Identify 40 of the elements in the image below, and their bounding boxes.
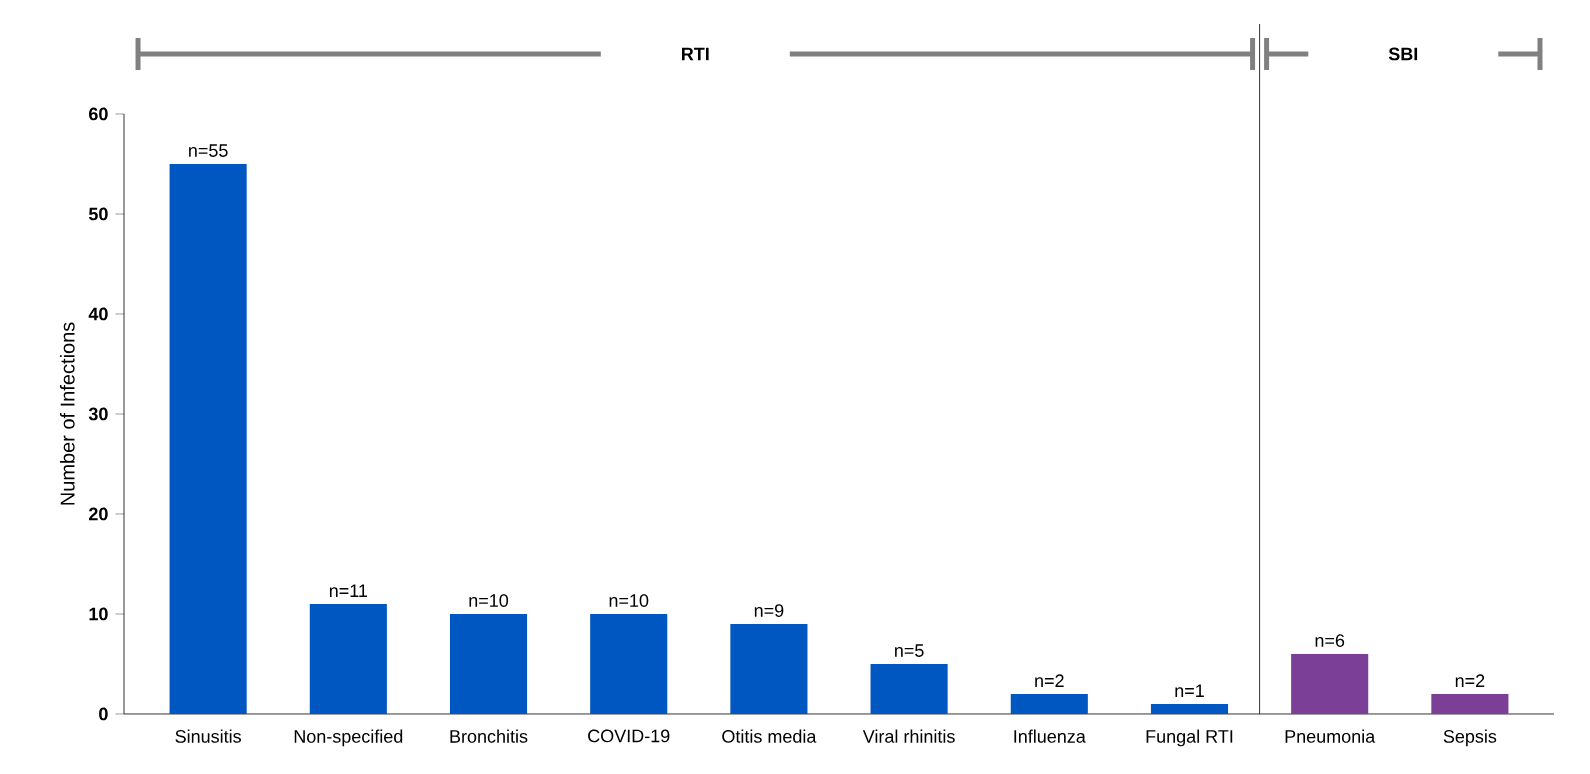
x-tick-label: Pneumonia xyxy=(1285,729,1376,743)
data-label: n=1 xyxy=(1175,684,1204,697)
x-tick-label: Viral rhinitis xyxy=(862,729,955,743)
data-label: n=55 xyxy=(189,144,228,157)
bar xyxy=(1010,693,1088,714)
data-label: n=6 xyxy=(1315,634,1345,647)
data-label: n=11 xyxy=(329,584,368,597)
y-tick-label: 20 xyxy=(89,507,108,521)
x-tick-label: Influenza xyxy=(1014,729,1086,743)
y-axis-title: Number of Infections xyxy=(59,322,75,505)
bar xyxy=(870,663,948,714)
x-tick-label: Bronchitis xyxy=(450,729,528,743)
bar xyxy=(1431,693,1509,714)
x-tick-label: Fungal RTI xyxy=(1146,729,1233,747)
y-tick-label: 0 xyxy=(99,707,108,721)
data-label: n=5 xyxy=(895,644,924,657)
bar xyxy=(1150,703,1229,714)
bar xyxy=(590,613,668,714)
y-tick-label: 10 xyxy=(89,607,108,621)
x-tick-label: Sinusitis xyxy=(175,729,241,743)
y-tick-label: 30 xyxy=(88,407,108,421)
data-label: n=2 xyxy=(1035,674,1064,687)
x-tick-label: COVID-19 xyxy=(588,729,670,743)
y-tick-label: 60 xyxy=(89,107,108,121)
text: SBI xyxy=(1388,47,1418,61)
x-tick-label: Non-specified xyxy=(294,729,403,747)
y-tick-label: 40 xyxy=(88,307,108,321)
text: RTI xyxy=(682,47,709,61)
data-label: n=10 xyxy=(609,594,649,607)
bar xyxy=(1291,653,1369,714)
bar xyxy=(169,163,247,714)
bar xyxy=(309,603,387,714)
y-tick-label: 50 xyxy=(88,207,108,221)
data-label: n=10 xyxy=(469,594,509,607)
x-tick-label: Otitis media xyxy=(722,729,817,743)
data-label: n=9 xyxy=(754,604,784,617)
x-tick-label: Sepsis xyxy=(1443,729,1497,747)
bar xyxy=(730,623,808,714)
bar xyxy=(449,613,528,714)
data-label: n=2 xyxy=(1455,674,1485,687)
